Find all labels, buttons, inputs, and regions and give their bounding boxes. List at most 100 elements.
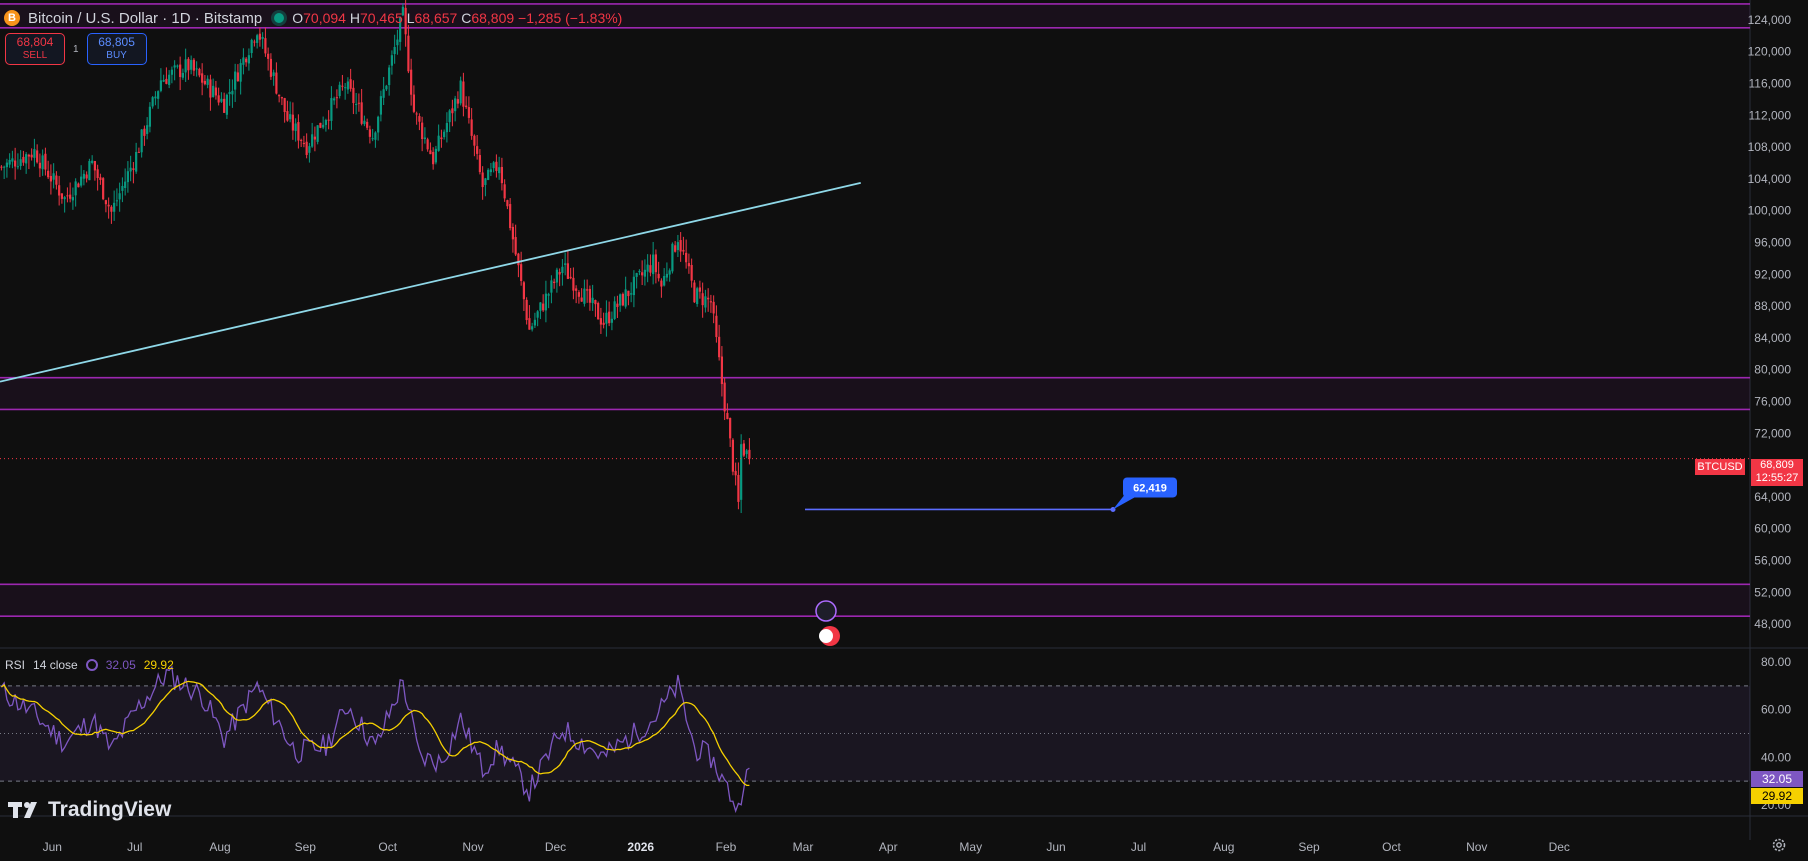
candle-body[interactable]	[533, 319, 536, 326]
rsi-legend[interactable]: RSI 14 close 32.05 29.92	[5, 658, 174, 672]
candle-body[interactable]	[586, 289, 589, 291]
candle-body[interactable]	[410, 69, 413, 95]
supply-demand-zone[interactable]	[0, 3, 1750, 28]
candle-body[interactable]	[110, 206, 113, 212]
candle-body[interactable]	[690, 264, 693, 281]
candle-body[interactable]	[388, 67, 391, 86]
candle-body[interactable]	[209, 79, 212, 98]
candle-body[interactable]	[685, 252, 688, 263]
candle-body[interactable]	[231, 90, 234, 95]
candle-body[interactable]	[49, 175, 52, 182]
candle-body[interactable]	[577, 292, 580, 297]
candle-body[interactable]	[564, 263, 567, 265]
candle-body[interactable]	[723, 382, 726, 412]
candle-body[interactable]	[649, 265, 652, 273]
candle-body[interactable]	[368, 129, 371, 137]
candle-body[interactable]	[27, 154, 30, 157]
candle-body[interactable]	[498, 167, 501, 174]
candle-body[interactable]	[214, 87, 217, 96]
candle-body[interactable]	[170, 69, 173, 75]
candle-body[interactable]	[234, 71, 237, 90]
candle-body[interactable]	[638, 271, 641, 273]
refresh-icon[interactable]	[85, 659, 98, 671]
rsi-line[interactable]	[0, 665, 750, 814]
candle-body[interactable]	[192, 59, 195, 71]
candle-body[interactable]	[74, 181, 77, 196]
candle-body[interactable]	[396, 39, 399, 46]
candle-body[interactable]	[594, 300, 597, 305]
candle-body[interactable]	[682, 249, 685, 252]
candle-body[interactable]	[126, 171, 129, 183]
candle-body[interactable]	[696, 288, 699, 305]
candle-body[interactable]	[135, 152, 138, 172]
candle-body[interactable]	[371, 138, 374, 140]
candle-body[interactable]	[82, 173, 85, 179]
candle-body[interactable]	[184, 59, 187, 73]
rsi-ma-line[interactable]	[1, 680, 750, 787]
candle-body[interactable]	[154, 96, 157, 99]
candle-body[interactable]	[415, 113, 418, 115]
candle-body[interactable]	[558, 271, 561, 275]
candle-body[interactable]	[553, 281, 556, 284]
candle-body[interactable]	[465, 105, 468, 108]
candle-body[interactable]	[201, 73, 204, 83]
candle-body[interactable]	[550, 280, 553, 293]
candle-body[interactable]	[492, 162, 495, 169]
candle-body[interactable]	[506, 200, 509, 207]
candle-body[interactable]	[41, 155, 44, 170]
sell-button[interactable]: 68,804 SELL	[5, 33, 65, 65]
candle-body[interactable]	[242, 57, 245, 65]
candle-body[interactable]	[190, 60, 193, 70]
candle-body[interactable]	[654, 254, 657, 273]
candle-body[interactable]	[217, 95, 220, 103]
candle-body[interactable]	[341, 85, 344, 87]
candle-body[interactable]	[344, 87, 347, 89]
candle-body[interactable]	[701, 293, 704, 306]
candle-body[interactable]	[313, 136, 316, 140]
candle-body[interactable]	[264, 38, 267, 54]
candle-body[interactable]	[704, 296, 707, 308]
candle-body[interactable]	[55, 175, 58, 185]
candle-body[interactable]	[720, 356, 723, 385]
candle-body[interactable]	[660, 280, 663, 287]
candle-body[interactable]	[693, 282, 696, 303]
candle-body[interactable]	[195, 68, 198, 70]
candle-body[interactable]	[129, 167, 132, 172]
candle-body[interactable]	[588, 288, 591, 303]
candle-body[interactable]	[294, 123, 297, 131]
candle-body[interactable]	[473, 135, 476, 146]
candle-body[interactable]	[30, 154, 33, 158]
candle-body[interactable]	[360, 102, 363, 124]
candle-body[interactable]	[462, 81, 465, 107]
candle-body[interactable]	[451, 108, 454, 114]
candle-body[interactable]	[740, 444, 743, 500]
candle-body[interactable]	[525, 299, 528, 321]
candle-body[interactable]	[66, 195, 69, 197]
candle-body[interactable]	[429, 150, 432, 155]
candle-body[interactable]	[709, 301, 712, 303]
candle-body[interactable]	[297, 122, 300, 141]
candle-body[interactable]	[731, 439, 734, 472]
candle-body[interactable]	[630, 293, 633, 295]
candle-body[interactable]	[610, 318, 613, 323]
candle-body[interactable]	[44, 153, 47, 170]
candle-body[interactable]	[187, 58, 190, 71]
candle-body[interactable]	[536, 311, 539, 318]
candle-body[interactable]	[412, 94, 415, 112]
candle-body[interactable]	[520, 264, 523, 281]
candle-body[interactable]	[80, 176, 83, 186]
candle-body[interactable]	[539, 302, 542, 311]
candle-body[interactable]	[445, 123, 448, 133]
buy-button[interactable]: 68,805 BUY	[86, 33, 147, 65]
candle-body[interactable]	[146, 125, 149, 134]
candle-body[interactable]	[687, 263, 690, 267]
candle-body[interactable]	[646, 264, 649, 272]
candle-body[interactable]	[632, 276, 635, 296]
candle-body[interactable]	[107, 204, 110, 207]
candle-body[interactable]	[404, 7, 407, 35]
candle-body[interactable]	[671, 243, 674, 272]
candle-body[interactable]	[627, 290, 630, 297]
candle-body[interactable]	[333, 98, 336, 101]
candle-body[interactable]	[102, 178, 105, 200]
candle-body[interactable]	[104, 200, 107, 205]
